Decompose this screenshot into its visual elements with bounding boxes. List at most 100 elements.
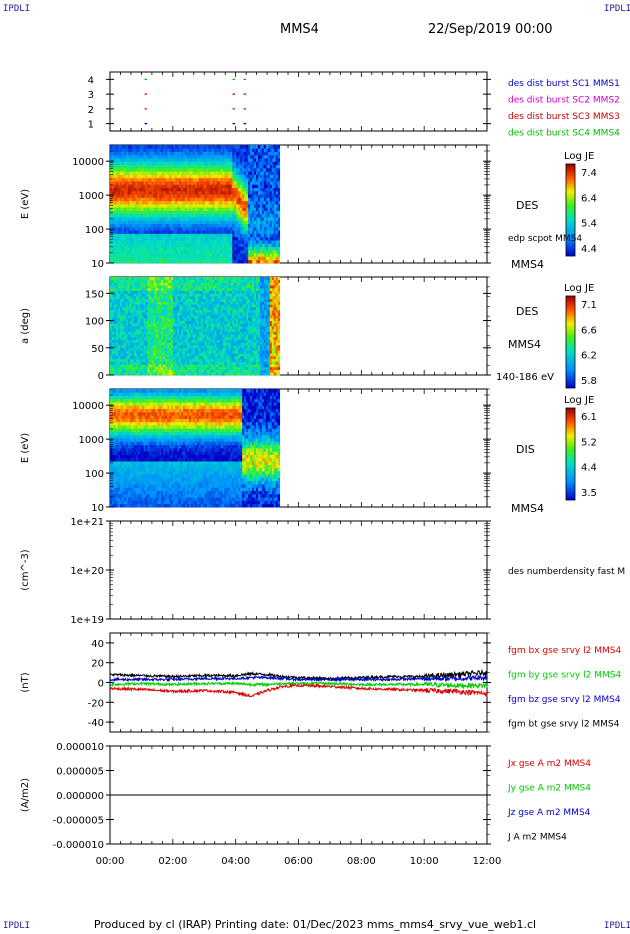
des-energy-spectrogram-cell [257, 204, 261, 208]
des-pitch-angle-cell [171, 345, 174, 349]
des-energy-spectrogram-cell [169, 154, 172, 159]
des-energy-spectrogram-cell [228, 148, 231, 152]
des-energy-spectrogram-cell [151, 197, 154, 202]
des-pitch-angle-cell [177, 358, 180, 362]
des-pitch-angle-cell [147, 277, 150, 281]
des-pitch-angle-cell [190, 331, 194, 335]
des-energy-spectrogram-cell [230, 204, 233, 208]
des-pitch-angle-cell [182, 328, 186, 332]
des-pitch-angle-cell [117, 326, 121, 330]
des-energy-spectrogram-cell [151, 204, 154, 208]
des-pitch-angle-cell [173, 331, 176, 335]
des-energy-spectrogram-cell [232, 171, 235, 175]
des-pitch-angle-cell [133, 290, 137, 294]
des-pitch-angle-cell [123, 328, 127, 332]
des-energy-spectrogram-cell [212, 154, 215, 159]
des-energy-spectrogram-cell [230, 164, 233, 169]
des-pitch-angle-cell [123, 345, 127, 349]
des-energy-spectrogram-cell [216, 154, 219, 159]
des-energy-spectrogram-cell [202, 240, 206, 244]
des-pitch-angle-cell [131, 334, 135, 338]
des-energy-spectrogram-cell [115, 233, 119, 238]
des-pitch-angle-cell [186, 317, 190, 321]
des-pitch-angle-cell [159, 334, 162, 338]
des-energy-spectrogram-cell [202, 158, 206, 162]
des-energy-spectrogram-cell [238, 246, 241, 251]
des-pitch-angle-cell [139, 282, 142, 286]
des-energy-spectrogram-cell [214, 181, 217, 185]
des-pitch-angle-cell [190, 279, 194, 283]
des-energy-spectrogram-cell [163, 184, 166, 189]
des-energy-spectrogram-cell [141, 181, 144, 185]
des-energy-spectrogram-cell [196, 154, 200, 159]
des-energy-spectrogram-cell [190, 177, 194, 182]
des-pitch-angle-cell [137, 301, 140, 305]
des-energy-spectrogram-cell [159, 207, 162, 211]
des-pitch-angle-cell [177, 312, 180, 316]
des-energy-spectrogram-cell [173, 158, 176, 162]
des-energy-spectrogram-cell [200, 240, 204, 244]
des-pitch-angle-cell [131, 287, 135, 292]
des-energy-spectrogram-cell [234, 177, 237, 182]
des-energy-spectrogram-cell [115, 226, 119, 231]
des-energy-spectrogram-cell [261, 236, 265, 241]
des-energy-spectrogram-cell [186, 236, 190, 241]
des-pitch-angle-cell [121, 326, 125, 330]
des-pitch-angle-cell [125, 328, 129, 332]
des-energy-spectrogram-cell [255, 240, 259, 244]
des-energy-spectrogram-cell [143, 207, 146, 211]
des-pitch-angle-cell [182, 285, 186, 289]
des-energy-spectrogram-cell [143, 145, 146, 149]
des-energy-spectrogram-cell [149, 148, 152, 152]
des-pitch-angle-cell [121, 342, 125, 346]
des-pitch-angle-cell [173, 345, 176, 349]
des-pitch-angle-cell [119, 369, 123, 373]
des-energy-spectrogram-cell [161, 171, 164, 175]
des-pitch-angle-cell [175, 345, 178, 349]
des-pitch-angle-cell [179, 317, 182, 321]
des-energy-spectrogram-cell [186, 171, 190, 175]
des-energy-spectrogram-cell [194, 249, 198, 254]
des-energy-spectrogram-cell [139, 253, 142, 257]
des-pitch-angle-cell [139, 366, 142, 370]
des-energy-spectrogram-cell [145, 164, 148, 169]
des-energy-spectrogram-cell [131, 161, 135, 166]
des-energy-spectrogram-cell [161, 154, 164, 159]
des-energy-spectrogram-cell [240, 243, 243, 248]
des-pitch-angle-cell [167, 350, 170, 354]
des-pitch-angle-cell [179, 372, 182, 376]
des-energy-spectrogram-cell [119, 184, 123, 189]
des-energy-spectrogram-cell [259, 226, 263, 231]
des-pitch-angle-cell [110, 326, 113, 330]
des-energy-spectrogram-cell [157, 207, 160, 211]
des-pitch-angle-cell [137, 369, 140, 373]
des-energy-spectrogram-cell [155, 230, 158, 234]
des-energy-spectrogram-cell [181, 181, 184, 185]
des-pitch-angle-cell [190, 345, 194, 349]
des-energy-spectrogram-cell [135, 167, 139, 172]
des-energy-spectrogram-cell [234, 207, 237, 211]
des-pitch-angle-cell [127, 350, 131, 354]
des-energy-spectrogram-cell [246, 177, 249, 182]
des-pitch-angle-cell [149, 355, 152, 360]
des-energy-spectrogram-cell [129, 171, 133, 175]
des-pitch-angle-cell [113, 317, 117, 321]
des-energy-spectrogram-cell [204, 187, 208, 192]
des-energy-spectrogram-cell [167, 230, 170, 234]
des-pitch-angle-cell [182, 301, 186, 305]
des-energy-spectrogram-cell [115, 164, 119, 169]
des-energy-spectrogram-cell [143, 184, 146, 189]
des-energy-spectrogram-cell [192, 210, 196, 215]
des-energy-spectrogram-cell [135, 164, 139, 169]
des-energy-spectrogram-cell [277, 230, 281, 234]
des-energy-spectrogram-cell [271, 167, 275, 172]
des-pitch-angle-cell [139, 336, 142, 341]
des-pitch-angle-cell [175, 347, 178, 351]
des-energy-spectrogram-cell [263, 174, 267, 179]
des-energy-spectrogram-cell [125, 233, 129, 238]
des-energy-spectrogram-cell [143, 200, 146, 205]
des-energy-spectrogram-cell [206, 190, 210, 195]
des-energy-spectrogram-cell [250, 171, 253, 175]
des-pitch-angle-cell [186, 309, 190, 313]
des-pitch-angle-cell [171, 317, 174, 321]
